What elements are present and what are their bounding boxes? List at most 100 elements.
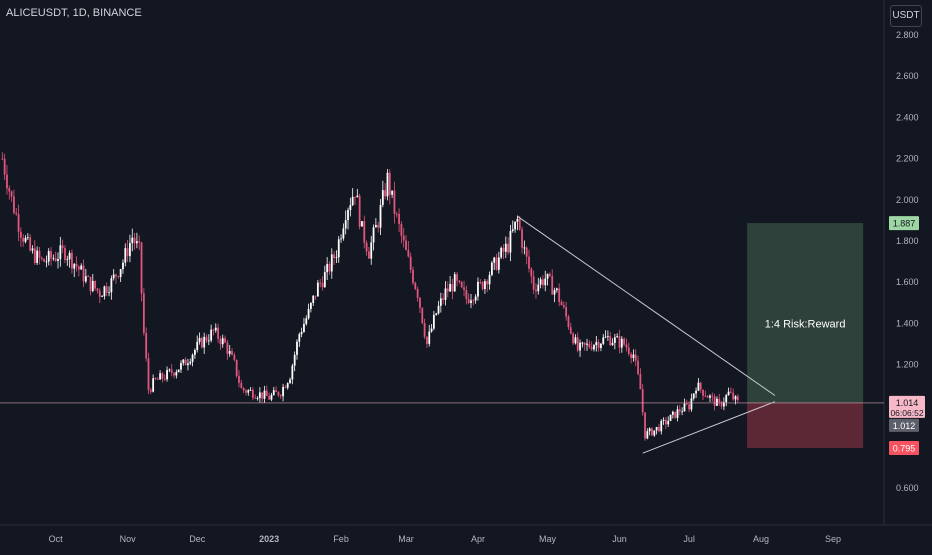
candle-body — [384, 190, 387, 197]
candle-body — [40, 257, 43, 259]
last-price-badge-bg — [889, 395, 925, 418]
candle-body — [651, 428, 653, 436]
candle-body — [442, 298, 445, 300]
candle-body — [252, 389, 254, 398]
y-tick-label: 0.600 — [896, 483, 919, 493]
candle-body — [354, 196, 356, 198]
candle-body — [177, 369, 180, 373]
candle-body — [391, 190, 394, 195]
candle-body — [43, 258, 45, 262]
candle-body — [421, 307, 424, 323]
candle-body — [214, 327, 217, 331]
candle-body — [314, 295, 317, 297]
candle-body — [697, 382, 700, 391]
candle-body — [528, 256, 530, 269]
candle-body — [486, 281, 489, 285]
candle-body — [303, 323, 305, 333]
y-tick-label: 2.800 — [896, 30, 919, 40]
candle-body — [233, 354, 236, 360]
candle-body — [45, 261, 48, 263]
candle-body — [532, 276, 535, 290]
candle-body — [117, 276, 120, 278]
target-price-badge: 1.887 — [893, 219, 916, 229]
candle-body — [240, 382, 243, 389]
candle-body — [94, 280, 97, 289]
candle-body — [1, 158, 4, 160]
candle-body — [256, 397, 259, 399]
candle-body — [140, 242, 143, 294]
candle-body — [407, 250, 410, 257]
candle-body — [618, 336, 621, 348]
candle-body — [551, 276, 554, 295]
candle-body — [412, 269, 414, 283]
candle-body — [152, 378, 155, 392]
candle-body — [449, 284, 452, 292]
candle-body — [497, 257, 500, 270]
candle-body — [361, 221, 363, 227]
candle-body — [523, 247, 526, 249]
candle-body — [435, 313, 438, 315]
candle-body — [546, 273, 549, 279]
candle-body — [437, 305, 440, 314]
candle-body — [426, 336, 428, 344]
candle-body — [217, 327, 219, 339]
currency-button[interactable]: USDT — [890, 5, 922, 27]
candle-body — [47, 251, 50, 262]
candle-body — [495, 257, 498, 270]
candle-body — [166, 370, 168, 380]
x-tick-label: Mar — [398, 534, 414, 544]
candle-body — [310, 302, 312, 309]
candle-body — [451, 284, 454, 292]
candle-body — [576, 337, 579, 351]
candle-body — [19, 231, 22, 238]
candle-body — [210, 329, 213, 341]
candle-body — [226, 342, 229, 354]
candle-body — [695, 390, 697, 394]
candle-body — [356, 195, 359, 198]
candle-body — [61, 245, 64, 249]
candle-body — [613, 337, 616, 343]
candle-body — [245, 390, 247, 393]
candle-body — [370, 242, 373, 259]
candle-body — [653, 430, 656, 436]
candle-body — [419, 297, 421, 308]
candle-body — [720, 402, 723, 407]
candle-body — [96, 288, 99, 291]
x-tick-label: Feb — [333, 534, 349, 544]
candle-body — [286, 383, 289, 388]
candle-body — [439, 298, 442, 306]
x-tick-label: Apr — [471, 534, 485, 544]
candle-body — [604, 336, 607, 338]
candle-body — [328, 263, 331, 272]
candle-body — [189, 361, 192, 364]
candle-body — [156, 379, 159, 380]
candle-body — [732, 392, 735, 400]
candle-body — [602, 337, 605, 344]
candle-body — [493, 257, 496, 263]
candle-body — [249, 389, 252, 391]
candle-body — [161, 373, 164, 379]
candle-body — [224, 338, 226, 343]
y-tick-label: 2.200 — [896, 154, 919, 164]
candle-body — [242, 388, 245, 391]
candle-body — [574, 337, 577, 344]
candle-body — [212, 329, 215, 331]
y-tick-label: 2.000 — [896, 195, 919, 205]
candle-body — [52, 258, 55, 260]
candle-body — [77, 266, 80, 270]
candle-body — [393, 190, 396, 214]
candle-body — [405, 240, 407, 251]
candle-body — [13, 196, 15, 213]
candle-body — [611, 342, 614, 346]
candle-body — [50, 251, 52, 259]
y-tick-label: 1.800 — [896, 236, 919, 246]
candle-body — [660, 420, 663, 432]
candle-body — [289, 379, 291, 384]
candle-body — [595, 342, 598, 346]
candle-body — [544, 278, 547, 286]
candle-body — [723, 402, 725, 407]
candle-body — [711, 395, 714, 397]
candle-body — [644, 412, 646, 439]
